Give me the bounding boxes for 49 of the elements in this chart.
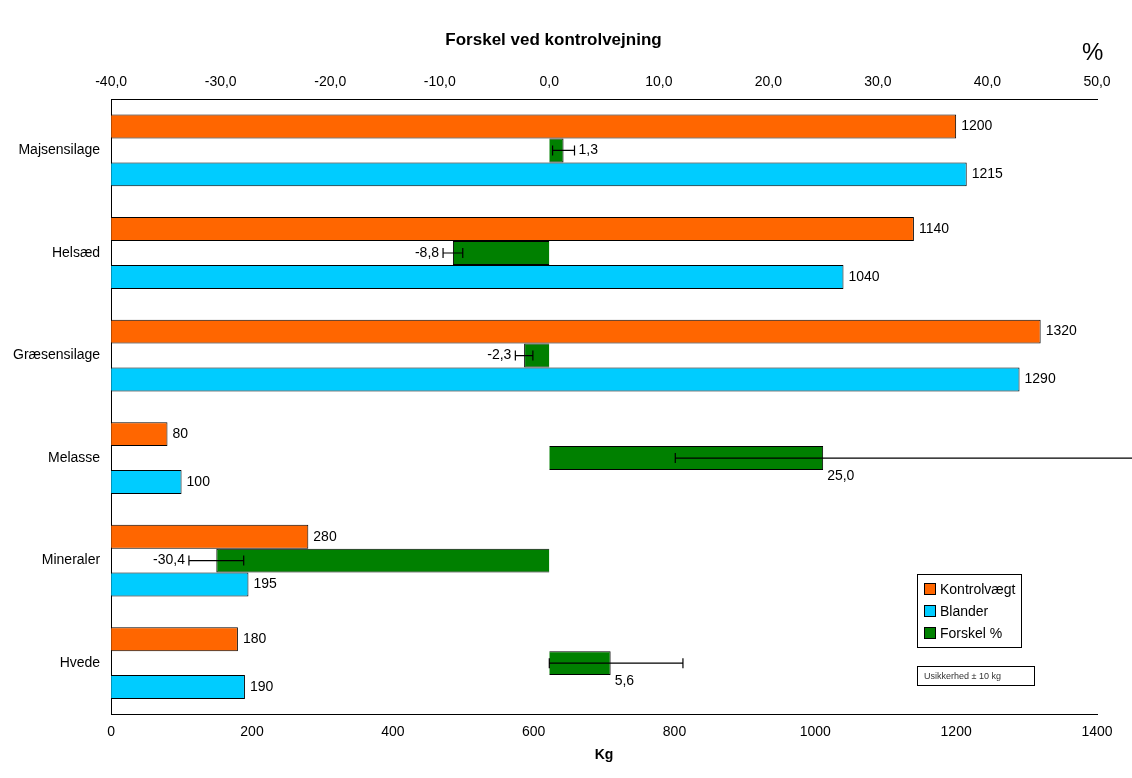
y-tick-label: Mineraler xyxy=(41,551,101,568)
x2-tick-label: 30,0 xyxy=(864,72,892,89)
x-axis-title: Kg xyxy=(594,746,614,763)
x-tick-label: 0 xyxy=(107,722,116,739)
x2-tick-label: 50,0 xyxy=(1083,72,1111,89)
data-label: 100 xyxy=(186,472,211,489)
data-label: 25,0 xyxy=(827,466,855,483)
x2-axis-title: % xyxy=(1082,38,1104,67)
x2-tick-label: 0,0 xyxy=(539,72,560,89)
legend-label: Forskel % xyxy=(940,624,1003,644)
data-label: -2,3 xyxy=(487,346,512,363)
x-tick-label: 200 xyxy=(240,722,264,739)
data-label: 1320 xyxy=(1045,322,1078,339)
annotation: Usikkerhed ± 10 kg xyxy=(917,666,1035,687)
x-tick-label: 600 xyxy=(521,722,546,739)
x-tick-label: 1200 xyxy=(940,722,972,739)
data-label: 5,6 xyxy=(614,671,635,688)
y-tick-label: Hvede xyxy=(59,653,101,670)
data-label: 1215 xyxy=(971,165,1004,182)
x2-tick-label: 40,0 xyxy=(973,72,1002,89)
x2-tick-label: 20,0 xyxy=(754,72,783,89)
y-tick-label: Helsæd xyxy=(51,243,101,260)
data-label: 1200 xyxy=(961,117,993,134)
data-label: -30,4 xyxy=(153,551,186,568)
x2-tick-label: -30,0 xyxy=(204,72,237,89)
data-label: 180 xyxy=(242,630,267,647)
y-tick-label: Majsensilage xyxy=(18,141,101,158)
x-tick-label: 800 xyxy=(662,722,687,739)
x2-tick-label: -10,0 xyxy=(423,72,456,89)
data-label: 190 xyxy=(249,677,274,694)
y-tick-label: Melasse xyxy=(48,448,101,465)
x2-tick-label: -40,0 xyxy=(95,72,128,89)
data-label: 1040 xyxy=(848,267,880,284)
data-label: -8,8 xyxy=(414,243,440,260)
x-tick-label: 1000 xyxy=(799,722,832,739)
x2-tick-label: -20,0 xyxy=(314,72,347,89)
x-tick-label: 400 xyxy=(381,722,405,739)
legend-label: Kontrolvægt xyxy=(940,580,1016,600)
data-label: 80 xyxy=(172,425,189,441)
x-tick-label: 1400 xyxy=(1081,722,1113,739)
data-label: 1140 xyxy=(918,219,950,236)
legend-label: Blander xyxy=(940,602,989,622)
data-label: 1,3 xyxy=(578,141,599,158)
y-tick-label: Græsensilage xyxy=(13,346,101,363)
data-label: 195 xyxy=(253,575,278,592)
data-label: 1290 xyxy=(1024,370,1056,387)
data-label: 280 xyxy=(313,527,337,544)
x2-tick-label: 10,0 xyxy=(645,72,673,89)
chart-title: Forskel ved kontrolvejning xyxy=(445,29,662,49)
